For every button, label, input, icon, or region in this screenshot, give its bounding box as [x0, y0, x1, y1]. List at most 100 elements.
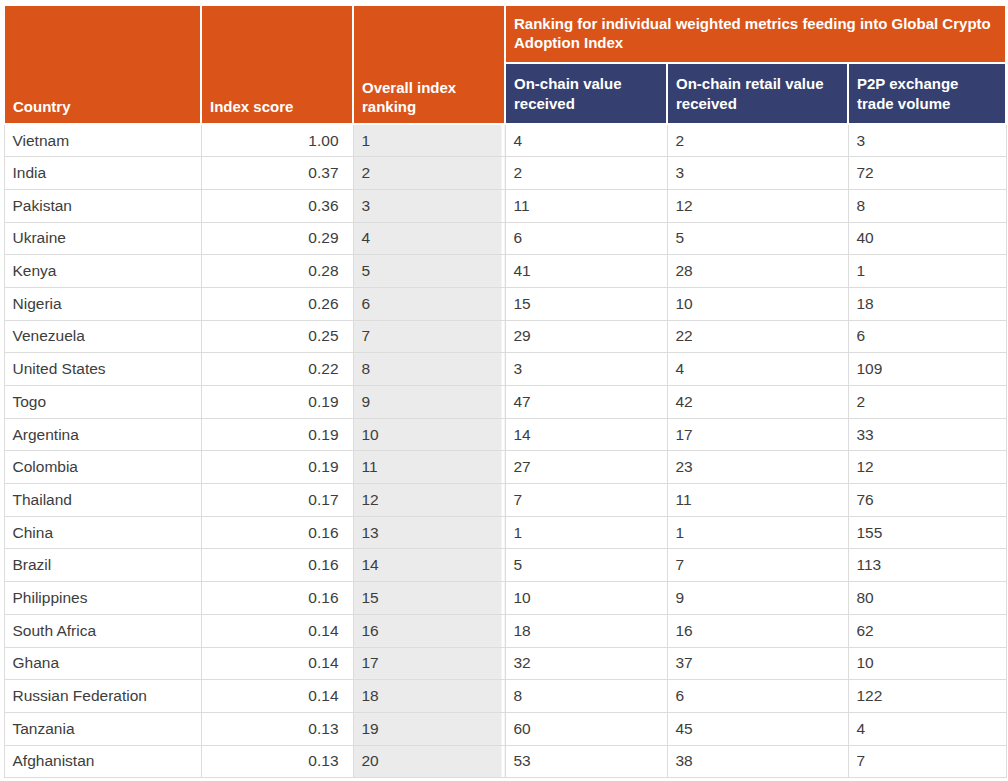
cell-on-chain-value: 15	[505, 287, 667, 320]
col-header-on-chain-value: On-chain value received	[505, 63, 667, 124]
cell-overall-ranking: 20	[353, 745, 505, 778]
table-row: Thailand0.171271176	[4, 484, 1006, 517]
col-header-p2p-volume: P2P exchange trade volume	[848, 63, 1006, 124]
table-row: South Africa0.1416181662	[4, 614, 1006, 647]
table-row: India0.3722372	[4, 157, 1006, 190]
cell-country: Argentina	[4, 418, 201, 451]
table-row: Philippines0.161510980	[4, 582, 1006, 615]
cell-on-chain-value: 7	[505, 484, 667, 517]
cell-index-score: 0.14	[201, 614, 353, 647]
cell-index-score: 0.26	[201, 287, 353, 320]
cell-overall-ranking: 11	[353, 451, 505, 484]
cell-on-chain-value: 41	[505, 255, 667, 288]
table-row: Ghana0.1417323710	[4, 647, 1006, 680]
cell-on-chain-retail: 6	[667, 680, 848, 713]
cell-p2p-volume: 122	[848, 680, 1006, 713]
cell-on-chain-retail: 17	[667, 418, 848, 451]
cell-overall-ranking: 13	[353, 516, 505, 549]
cell-country: India	[4, 157, 201, 190]
cell-on-chain-retail: 7	[667, 549, 848, 582]
cell-index-score: 0.16	[201, 516, 353, 549]
table-row: Ukraine0.2946540	[4, 222, 1006, 255]
cell-p2p-volume: 12	[848, 451, 1006, 484]
cell-on-chain-retail: 37	[667, 647, 848, 680]
col-header-overall-ranking: Overall index ranking	[353, 5, 505, 124]
cell-on-chain-retail: 16	[667, 614, 848, 647]
cell-on-chain-value: 4	[505, 124, 667, 157]
cell-overall-ranking: 18	[353, 680, 505, 713]
cell-p2p-volume: 62	[848, 614, 1006, 647]
cell-country: Brazil	[4, 549, 201, 582]
table-row: Colombia0.1911272312	[4, 451, 1006, 484]
cell-index-score: 1.00	[201, 124, 353, 157]
cell-on-chain-retail: 4	[667, 353, 848, 386]
crypto-adoption-table: Country Index score Overall index rankin…	[3, 4, 1007, 778]
cell-overall-ranking: 2	[353, 157, 505, 190]
cell-index-score: 0.16	[201, 549, 353, 582]
cell-on-chain-value: 18	[505, 614, 667, 647]
table-row: Kenya0.28541281	[4, 255, 1006, 288]
cell-on-chain-retail: 38	[667, 745, 848, 778]
cell-index-score: 0.19	[201, 418, 353, 451]
cell-on-chain-value: 47	[505, 386, 667, 419]
table-row: Togo0.19947422	[4, 386, 1006, 419]
col-header-on-chain-retail: On-chain retail value received	[667, 63, 848, 124]
cell-country: Vietnam	[4, 124, 201, 157]
cell-on-chain-retail: 23	[667, 451, 848, 484]
cell-index-score: 0.22	[201, 353, 353, 386]
cell-on-chain-value: 10	[505, 582, 667, 615]
cell-country: Thailand	[4, 484, 201, 517]
cell-on-chain-value: 1	[505, 516, 667, 549]
cell-country: Venezuela	[4, 320, 201, 353]
cell-on-chain-value: 3	[505, 353, 667, 386]
cell-on-chain-retail: 22	[667, 320, 848, 353]
cell-p2p-volume: 2	[848, 386, 1006, 419]
cell-p2p-volume: 18	[848, 287, 1006, 320]
cell-overall-ranking: 19	[353, 712, 505, 745]
cell-country: Philippines	[4, 582, 201, 615]
table-row: China0.161311155	[4, 516, 1006, 549]
cell-index-score: 0.14	[201, 680, 353, 713]
cell-country: Colombia	[4, 451, 201, 484]
cell-on-chain-value: 14	[505, 418, 667, 451]
cell-index-score: 0.36	[201, 189, 353, 222]
cell-on-chain-retail: 5	[667, 222, 848, 255]
cell-p2p-volume: 33	[848, 418, 1006, 451]
cell-p2p-volume: 7	[848, 745, 1006, 778]
cell-on-chain-value: 32	[505, 647, 667, 680]
table-row: Venezuela0.25729226	[4, 320, 1006, 353]
cell-country: Nigeria	[4, 287, 201, 320]
cell-p2p-volume: 72	[848, 157, 1006, 190]
cell-overall-ranking: 6	[353, 287, 505, 320]
cell-p2p-volume: 76	[848, 484, 1006, 517]
cell-on-chain-retail: 12	[667, 189, 848, 222]
cell-on-chain-retail: 2	[667, 124, 848, 157]
cell-country: Ukraine	[4, 222, 201, 255]
cell-p2p-volume: 80	[848, 582, 1006, 615]
cell-p2p-volume: 40	[848, 222, 1006, 255]
table-body: Vietnam1.001423India0.3722372Pakistan0.3…	[4, 124, 1006, 778]
cell-overall-ranking: 1	[353, 124, 505, 157]
table-row: United States0.22834109	[4, 353, 1006, 386]
cell-country: Afghanistan	[4, 745, 201, 778]
cell-overall-ranking: 10	[353, 418, 505, 451]
cell-on-chain-value: 60	[505, 712, 667, 745]
cell-on-chain-retail: 9	[667, 582, 848, 615]
cell-index-score: 0.14	[201, 647, 353, 680]
cell-index-score: 0.16	[201, 582, 353, 615]
table-row: Tanzania0.131960454	[4, 712, 1006, 745]
cell-p2p-volume: 1	[848, 255, 1006, 288]
cell-on-chain-retail: 28	[667, 255, 848, 288]
cell-country: South Africa	[4, 614, 201, 647]
cell-p2p-volume: 8	[848, 189, 1006, 222]
table-row: Vietnam1.001423	[4, 124, 1006, 157]
cell-p2p-volume: 3	[848, 124, 1006, 157]
cell-on-chain-retail: 10	[667, 287, 848, 320]
cell-on-chain-retail: 3	[667, 157, 848, 190]
cell-on-chain-value: 2	[505, 157, 667, 190]
cell-overall-ranking: 9	[353, 386, 505, 419]
cell-on-chain-value: 8	[505, 680, 667, 713]
table-row: Nigeria0.266151018	[4, 287, 1006, 320]
cell-overall-ranking: 12	[353, 484, 505, 517]
cell-p2p-volume: 10	[848, 647, 1006, 680]
